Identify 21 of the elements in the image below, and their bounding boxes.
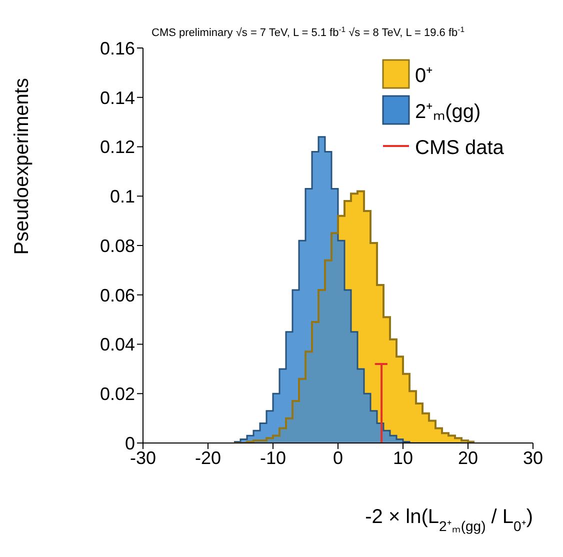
x-tick-label: 20 <box>458 448 478 468</box>
x-axis-title: -2 × ln(L$_{2⁺ₘ(gg)}$ / L$_{0⁺}$) <box>365 506 533 534</box>
y-tick-label: 0.14 <box>100 88 135 108</box>
y-tick-label: 0.12 <box>100 137 135 158</box>
legend-label: 2⁺ₘ(gg) <box>415 101 481 123</box>
chart-title: CMS preliminary √s = 7 TeV, L = 5.1 fb$^{-1}$ √s = 8 TeV, L = 19.6 fb$^{-1}$ <box>152 24 464 39</box>
x-tick-label: 30 <box>522 448 544 468</box>
legend-label: 0⁺ <box>415 65 434 87</box>
y-tick-label: 0.1 <box>110 186 135 207</box>
x-tick-label: 10 <box>392 448 414 468</box>
y-tick-label: 0.16 <box>100 38 135 58</box>
y-tick-label: 0.04 <box>100 334 135 355</box>
y-axis-title: Pseudoexperiments <box>11 78 33 255</box>
legend-label: CMS data <box>415 137 505 159</box>
x-tick-label: -20 <box>194 448 222 468</box>
x-tick-label: 0 <box>332 448 344 468</box>
y-tick-label: 0 <box>124 433 135 454</box>
y-tick-label: 0.06 <box>100 285 135 306</box>
y-tick-label: 0.02 <box>100 384 135 404</box>
y-tick-label: 0.08 <box>100 236 135 256</box>
x-tick-label: -10 <box>260 448 286 468</box>
